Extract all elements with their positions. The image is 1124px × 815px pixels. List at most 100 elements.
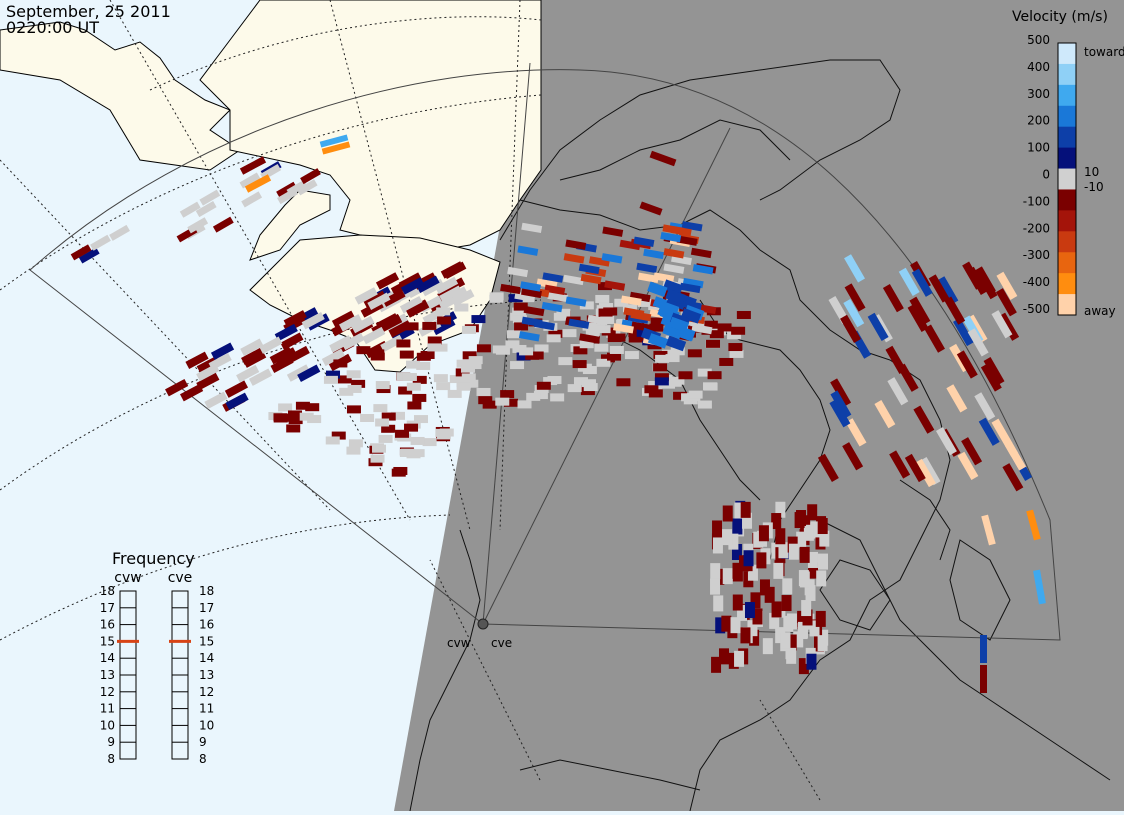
radar-cell [711,656,722,673]
radar-cell [404,322,419,331]
radar-cell [550,393,565,402]
radar-cell [449,375,464,384]
radar-cell [471,315,486,324]
frequency-scale-label: 15 [199,634,214,648]
radar-cell [301,311,325,330]
radar-cell [671,254,692,266]
radar-cell [225,392,249,410]
radar-cell [187,217,209,234]
radar-cell [815,610,826,627]
radar-cell [396,339,411,348]
radar-cell [817,635,828,652]
frequency-scale-label: 10 [199,718,214,732]
radar-cell [799,546,810,563]
radar-cell [744,602,755,619]
radar-cell [840,314,861,343]
radar-cell [240,338,264,356]
radar-cell [740,501,751,518]
radar-cell [775,528,786,545]
radar-cell [565,239,587,250]
radar-cell [717,323,732,332]
radar-cell [360,413,375,422]
radar-cell [679,282,701,294]
legend-color-swatch [1058,168,1076,190]
radar-cell [399,350,414,359]
radar-cell [649,150,677,167]
radar-cell [195,201,217,218]
radar-cell [370,349,385,358]
radar-cell [663,248,685,259]
radar-cell [274,323,298,342]
radar-cell [519,347,534,356]
radar-cell [736,310,751,319]
radar-cell [636,262,658,274]
radar-cell [690,247,712,259]
radar-cell [904,453,926,483]
legend-tick-label: -100 [1023,194,1050,208]
radar-cell [582,322,597,331]
frequency-scale-label: 13 [100,668,115,682]
radar-cell [909,296,931,325]
radar-cell [660,231,682,243]
radar-cell [544,284,566,296]
radar-cell [887,377,909,406]
radar-cell [372,444,387,453]
radar-cell [439,285,463,303]
radar-cell [806,653,817,670]
radar-cell [734,502,745,519]
radar-cell [199,189,221,206]
radar-cell [427,343,442,352]
frequency-scale-label: 17 [100,601,115,615]
legend-color-swatch [1058,294,1076,316]
radar-cell [598,303,613,312]
radar-cell [196,355,220,374]
radar-cell [210,342,235,360]
radar-cell [321,348,345,367]
legend-away-label: away [1084,304,1116,318]
radar-cell [957,451,979,481]
radar-cell [296,179,318,196]
radar-cell [580,273,602,285]
radar-cell [778,542,789,559]
radar-cell [239,172,261,189]
time-label: 0220:00 UT [6,18,99,37]
radar-cell [788,543,799,560]
frequency-scale-label: 16 [100,618,115,632]
radar-cell [743,550,754,567]
radar-cell [546,334,561,343]
radar-cell [339,387,354,396]
radar-cell [381,424,396,433]
frequency-scale-label: 16 [199,618,214,632]
radar-cell [404,423,419,432]
radar-cell [248,368,273,386]
radar-cell [443,261,467,280]
radar-cell [495,397,510,406]
radar-cell [464,379,479,388]
radar-cell [1002,463,1024,492]
legend-toward-label: toward [1084,45,1124,59]
radar-cell [796,510,807,527]
radar-cell [665,354,680,363]
radar-cell [728,533,739,550]
radar-cell [732,594,743,611]
radar-cell [721,615,732,632]
radar-cell [500,283,521,295]
radar-cell [542,272,564,283]
radar-cell [461,325,476,334]
radar-cell [410,436,425,445]
radar-cell [898,267,920,296]
radar-cell [244,174,272,193]
radar-cell [476,387,491,396]
legend-tick-label: 400 [1027,60,1050,74]
radar-cell [796,531,807,548]
radar-cell [683,396,698,405]
radar-cell [797,623,808,640]
radar-cell [946,384,968,413]
radar-cell [976,271,998,300]
frequency-scale-label: 11 [100,702,115,716]
radar-cell [416,352,431,361]
radar-cell [842,442,864,471]
frequency-scale-label: 15 [100,634,115,648]
radar-cell [276,181,297,198]
radar-cell [728,652,739,669]
